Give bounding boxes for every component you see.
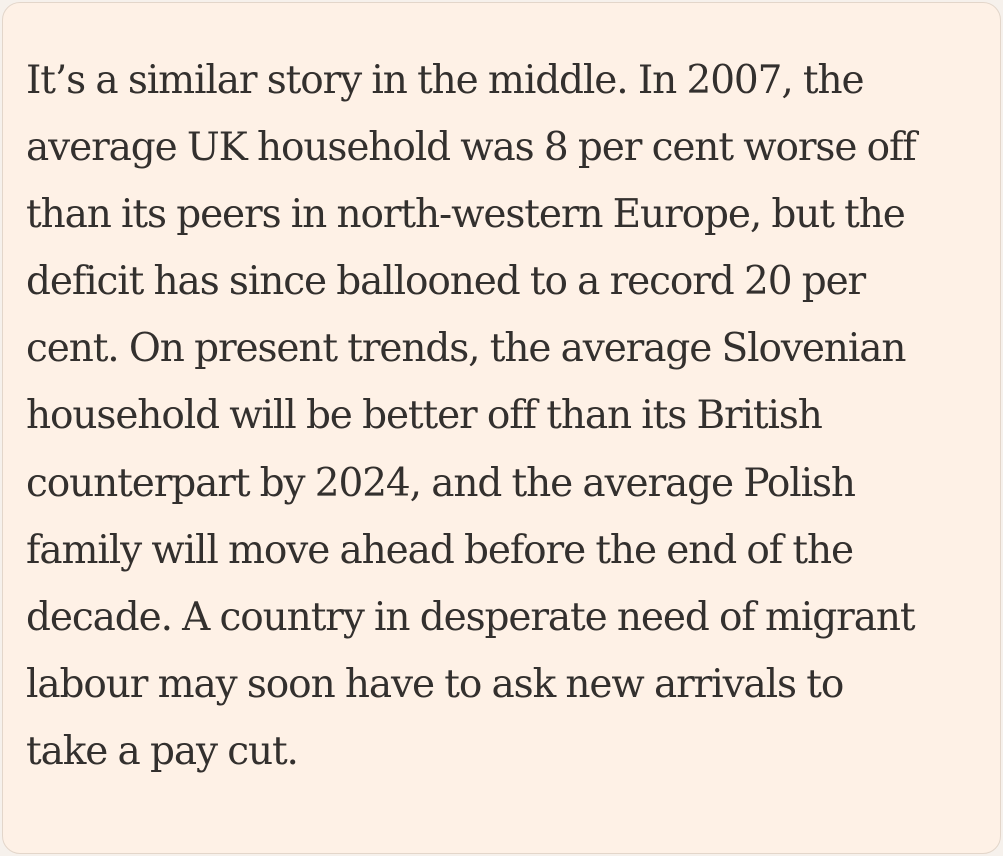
paragraph-line: average UK household was 8 per cent wors…	[26, 125, 917, 171]
paragraph-line: deficit has since ballooned to a record …	[26, 259, 866, 305]
paragraph-line: decade. A country in desperate need of m…	[26, 594, 916, 640]
paragraph-line: counterpart by 2024, and the average Pol…	[26, 460, 856, 506]
paragraph-line: cent. On present trends, the average Slo…	[26, 326, 906, 372]
paragraph-line: than its peers in north-western Europe, …	[26, 192, 906, 238]
paragraph-line: household will be better off than its Br…	[26, 393, 823, 439]
paragraph-line: take a pay cut.	[26, 728, 299, 774]
article-paragraph: It’s a similar story in the middle. In 2…	[26, 47, 917, 785]
paragraph-line: family will move ahead before the end of…	[26, 527, 854, 573]
paragraph-line: It’s a similar story in the middle. In 2…	[26, 58, 865, 103]
paragraph-line: labour may soon have to ask new arrivals…	[26, 661, 844, 707]
